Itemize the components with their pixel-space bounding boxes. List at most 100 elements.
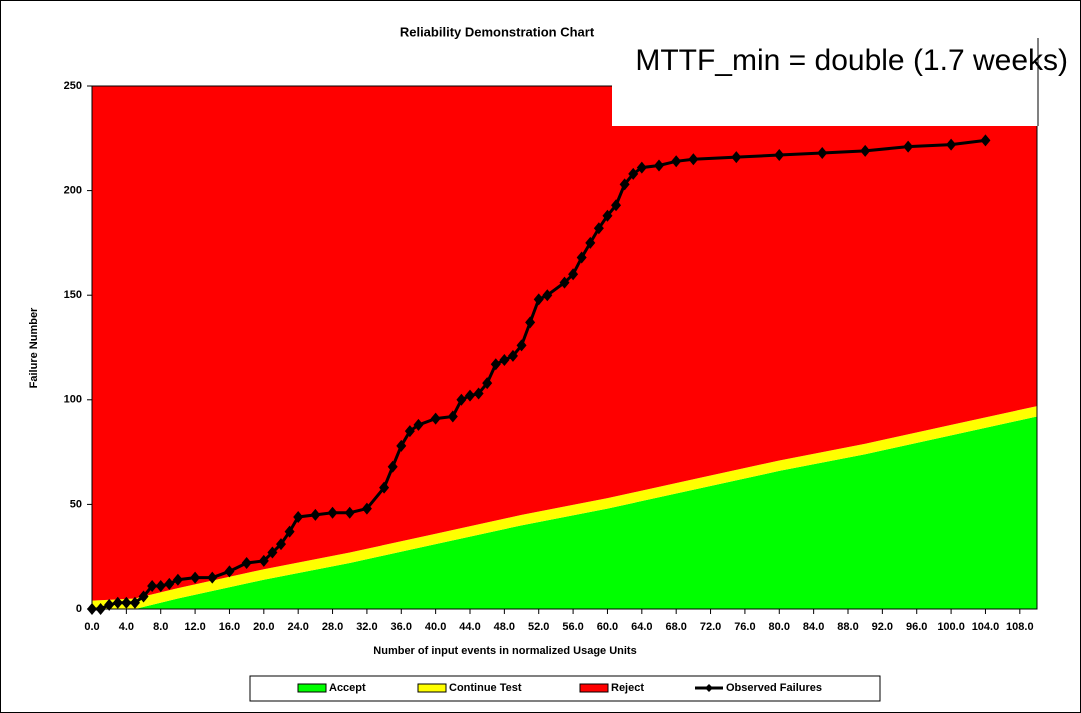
marker [482, 377, 493, 390]
legend-label: Accept [329, 682, 366, 694]
x-tick-label: 32.0 [356, 621, 377, 633]
x-tick-label: 64.0 [631, 621, 652, 633]
marker [361, 502, 372, 515]
marker [327, 506, 338, 519]
annotation: MTTF_min = double (1.7 weeks) [635, 44, 1068, 77]
y-tick-label: 250 [64, 80, 82, 92]
plot [91, 85, 1038, 610]
x-tick-label: 60.0 [597, 621, 618, 633]
y-tick-label: 50 [70, 498, 82, 510]
marker [396, 439, 407, 452]
marker [817, 146, 828, 159]
marker [155, 579, 166, 592]
marker [499, 354, 510, 367]
marker [774, 149, 785, 162]
marker [688, 153, 699, 166]
marker [387, 460, 398, 473]
marker [129, 596, 140, 609]
chart-title: Reliability Demonstration Chart [400, 24, 595, 39]
marker [533, 293, 544, 306]
x-tick-label: 28.0 [322, 621, 343, 633]
x-tick-label: 4.0 [119, 621, 134, 633]
marker [87, 603, 97, 615]
x-tick-label: 76.0 [734, 621, 755, 633]
x-tick-label: 8.0 [153, 621, 168, 633]
x-tick-label: 68.0 [665, 621, 686, 633]
marker [344, 506, 355, 519]
x-tick-label: 20.0 [253, 621, 274, 633]
marker [404, 425, 415, 438]
marker [284, 525, 295, 538]
y-tick-label: 150 [64, 289, 82, 301]
legend-swatch [579, 683, 609, 693]
marker [525, 316, 536, 329]
marker [447, 410, 458, 423]
legend-swatch [297, 683, 327, 693]
x-tick-label: 16.0 [219, 621, 240, 633]
marker [164, 577, 175, 590]
legend-label: Observed Failures [726, 682, 822, 694]
marker [568, 268, 579, 281]
x-tick-label: 80.0 [769, 621, 790, 633]
marker [980, 134, 991, 147]
marker [258, 554, 269, 567]
marker [593, 222, 604, 235]
marker [465, 389, 475, 402]
marker [430, 412, 441, 425]
area [92, 86, 1037, 601]
marker [611, 199, 622, 212]
legend-label: Continue Test [449, 682, 522, 694]
marker [413, 418, 424, 431]
area [92, 406, 1037, 609]
x-tick-label: 108.0 [1006, 621, 1034, 633]
marker [516, 339, 527, 352]
marker [121, 596, 132, 609]
x-tick-label: 92.0 [872, 621, 893, 633]
x-tick-label: 72.0 [700, 621, 721, 633]
x-tick-label: 96.0 [906, 621, 927, 633]
marker [456, 393, 467, 406]
marker [473, 387, 484, 400]
x-tick-label: 104.0 [972, 621, 1000, 633]
marker [190, 571, 201, 584]
marker [507, 349, 518, 362]
legend-swatch [705, 684, 713, 692]
marker [628, 167, 639, 180]
x-axis-label: Number of input events in normalized Usa… [373, 645, 636, 657]
marker [138, 590, 149, 603]
marker [112, 596, 123, 609]
x-tick-label: 36.0 [391, 621, 412, 633]
x-tick-label: 48.0 [494, 621, 515, 633]
x-tick-label: 52.0 [528, 621, 549, 633]
marker [293, 510, 304, 523]
y-tick-label: 0 [76, 603, 82, 615]
marker [860, 144, 871, 157]
legend [249, 675, 881, 702]
marker [671, 155, 682, 168]
x-tick-label: 40.0 [425, 621, 446, 633]
marker [585, 236, 596, 249]
marker [731, 151, 742, 164]
plot-border [91, 85, 1038, 610]
x-tick-label: 44.0 [459, 621, 480, 633]
marker [172, 573, 183, 586]
x-tick-label: 100.0 [937, 621, 965, 633]
marker [267, 546, 278, 559]
marker [276, 538, 286, 551]
x-tick-label: 24.0 [287, 621, 308, 633]
marker [576, 251, 587, 264]
marker [619, 178, 630, 191]
marker [147, 579, 158, 592]
legend-swatch [417, 683, 447, 693]
x-tick-label: 0.0 [84, 621, 99, 633]
x-tick-label: 88.0 [837, 621, 858, 633]
marker [224, 565, 235, 578]
marker [490, 358, 501, 371]
marker [559, 276, 570, 289]
annotation-box [612, 38, 1080, 126]
legend-label: Reject [611, 682, 644, 694]
marker [104, 598, 115, 611]
marker [95, 603, 106, 615]
y-tick-label: 100 [64, 394, 82, 406]
